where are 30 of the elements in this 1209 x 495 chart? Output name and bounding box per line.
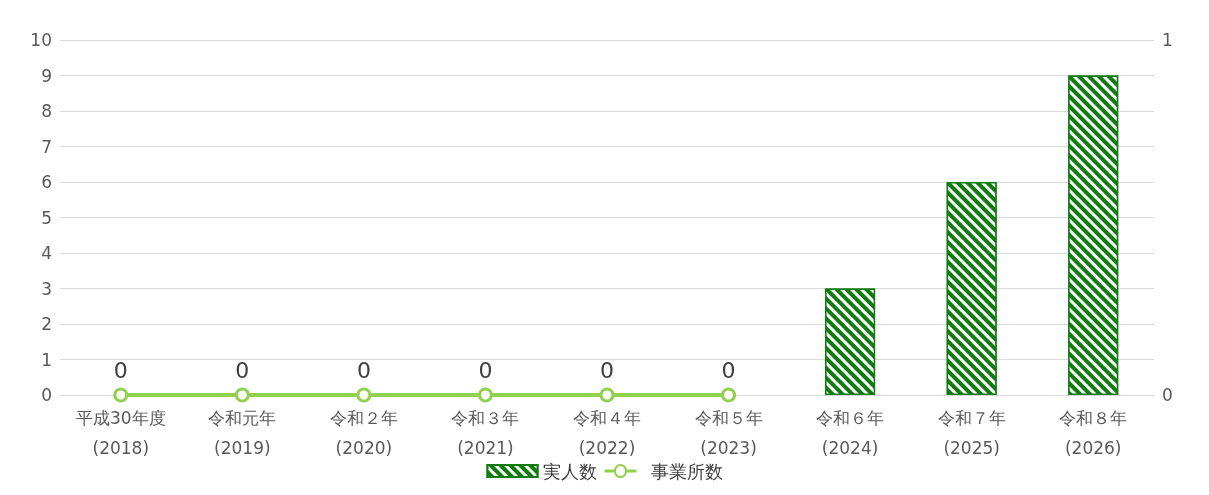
- x-tick-label: 令和６年 (2024): [816, 408, 885, 458]
- x-tick-label: 令和８年 (2026): [1059, 408, 1128, 458]
- data-label: 0: [356, 358, 371, 383]
- data-label: 0: [721, 358, 736, 383]
- x-tick-label: 令和元年 (2019): [208, 408, 277, 458]
- data-label: 0: [600, 358, 614, 383]
- y-tick-label: 0: [41, 385, 52, 405]
- legend-label: 実人数: [542, 460, 597, 482]
- y2-tick-label: 0: [1162, 385, 1173, 405]
- y-tick-label: 10: [30, 30, 52, 50]
- legend-label: 事業所数: [650, 460, 723, 482]
- x-tick-label: 令和２年 (2020): [329, 408, 398, 458]
- x-tick-label: 令和４年 (2022): [573, 408, 641, 458]
- y-tick-label: 9: [41, 65, 52, 86]
- y2-tick-label: 1: [1162, 30, 1173, 50]
- x-tick-label: 令和７年 (2025): [937, 408, 1006, 458]
- x-tick-label: 令和５年 (2023): [694, 408, 763, 458]
- y-tick-label: 2: [41, 314, 52, 334]
- data-label: 0: [113, 358, 128, 383]
- y-tick-label: 5: [41, 207, 52, 228]
- x-tick-label: 平成30年度 (2018): [75, 408, 166, 458]
- y-tick-label: 7: [41, 136, 52, 157]
- y-tick-label: 4: [41, 243, 52, 263]
- data-label: 0: [235, 358, 250, 383]
- y-tick-label: 1: [41, 349, 52, 370]
- x-tick-label: 令和３年 (2021): [451, 408, 520, 458]
- y-tick-label: 3: [41, 278, 52, 299]
- y-tick-label: 8: [41, 101, 52, 121]
- data-label: 0: [478, 358, 493, 383]
- y-tick-label: 6: [41, 172, 52, 192]
